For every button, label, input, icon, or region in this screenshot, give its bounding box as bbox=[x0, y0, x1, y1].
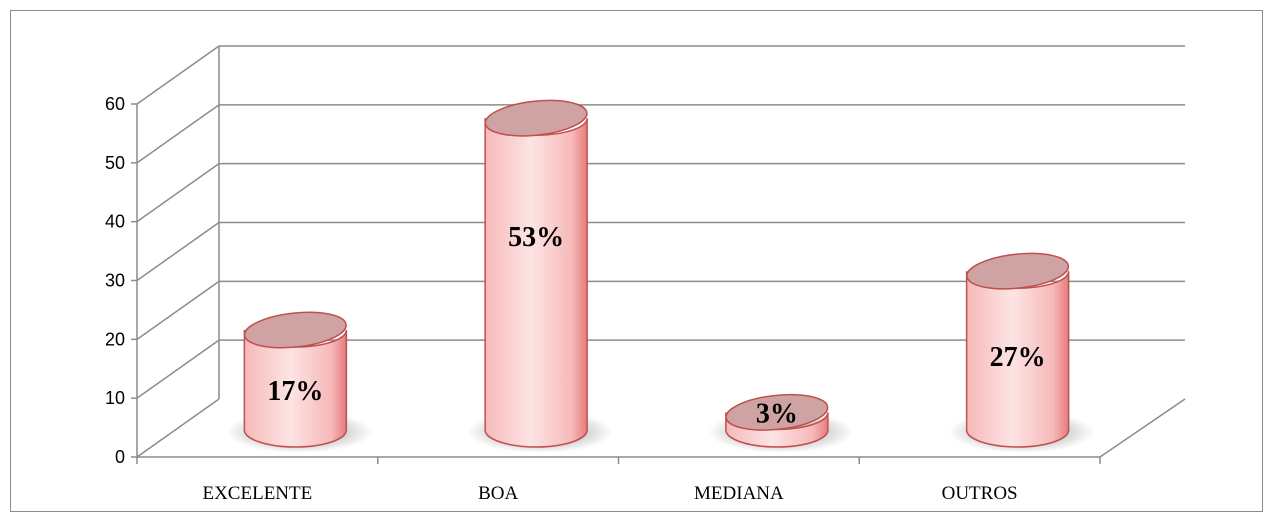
x-category-label: MEDIANA bbox=[694, 483, 784, 504]
bar-body bbox=[484, 118, 588, 448]
data-label: 3% bbox=[756, 398, 798, 429]
y-tick-label: 60 bbox=[105, 94, 125, 114]
x-category-labels: EXCELENTE BOA MEDIANA OUTROS bbox=[202, 483, 1017, 504]
axes bbox=[131, 46, 1186, 464]
y-tick-label: 20 bbox=[105, 329, 125, 349]
cylinder-bar: 17% bbox=[226, 311, 373, 453]
cylinder-bar: 53% bbox=[467, 99, 614, 453]
cylinder-bar: 3% bbox=[707, 393, 854, 453]
gridline-side bbox=[136, 163, 220, 223]
gridline-side bbox=[136, 339, 220, 399]
gridline-side bbox=[136, 280, 220, 340]
y-tick-label: 50 bbox=[105, 153, 125, 173]
bar-top bbox=[484, 99, 588, 137]
x-category-label: OUTROS bbox=[942, 483, 1018, 504]
y-tick-label: 0 bbox=[115, 447, 125, 467]
data-label: 17% bbox=[267, 376, 323, 407]
gridline-side bbox=[136, 45, 220, 105]
bar-top bbox=[243, 311, 347, 349]
bar-top bbox=[966, 252, 1070, 290]
gridline-side bbox=[136, 398, 220, 458]
y-tick-label: 40 bbox=[105, 212, 125, 232]
gridline-side bbox=[136, 104, 220, 164]
gridline-side bbox=[136, 221, 220, 282]
data-label: 53% bbox=[508, 222, 564, 253]
floor-right-edge bbox=[1099, 398, 1186, 458]
y-tick-labels: 0 10 20 30 40 50 60 bbox=[105, 94, 125, 467]
data-label: 27% bbox=[990, 342, 1046, 373]
bar-top bbox=[725, 393, 829, 431]
bars: 17% 53% 3% 27% bbox=[226, 99, 1095, 453]
y-tick-label: 10 bbox=[105, 388, 125, 408]
y-tick-label: 30 bbox=[105, 271, 125, 291]
cylinder-bar: 27% bbox=[948, 252, 1095, 453]
x-category-label: EXCELENTE bbox=[202, 483, 312, 504]
x-category-label: BOA bbox=[478, 483, 518, 504]
